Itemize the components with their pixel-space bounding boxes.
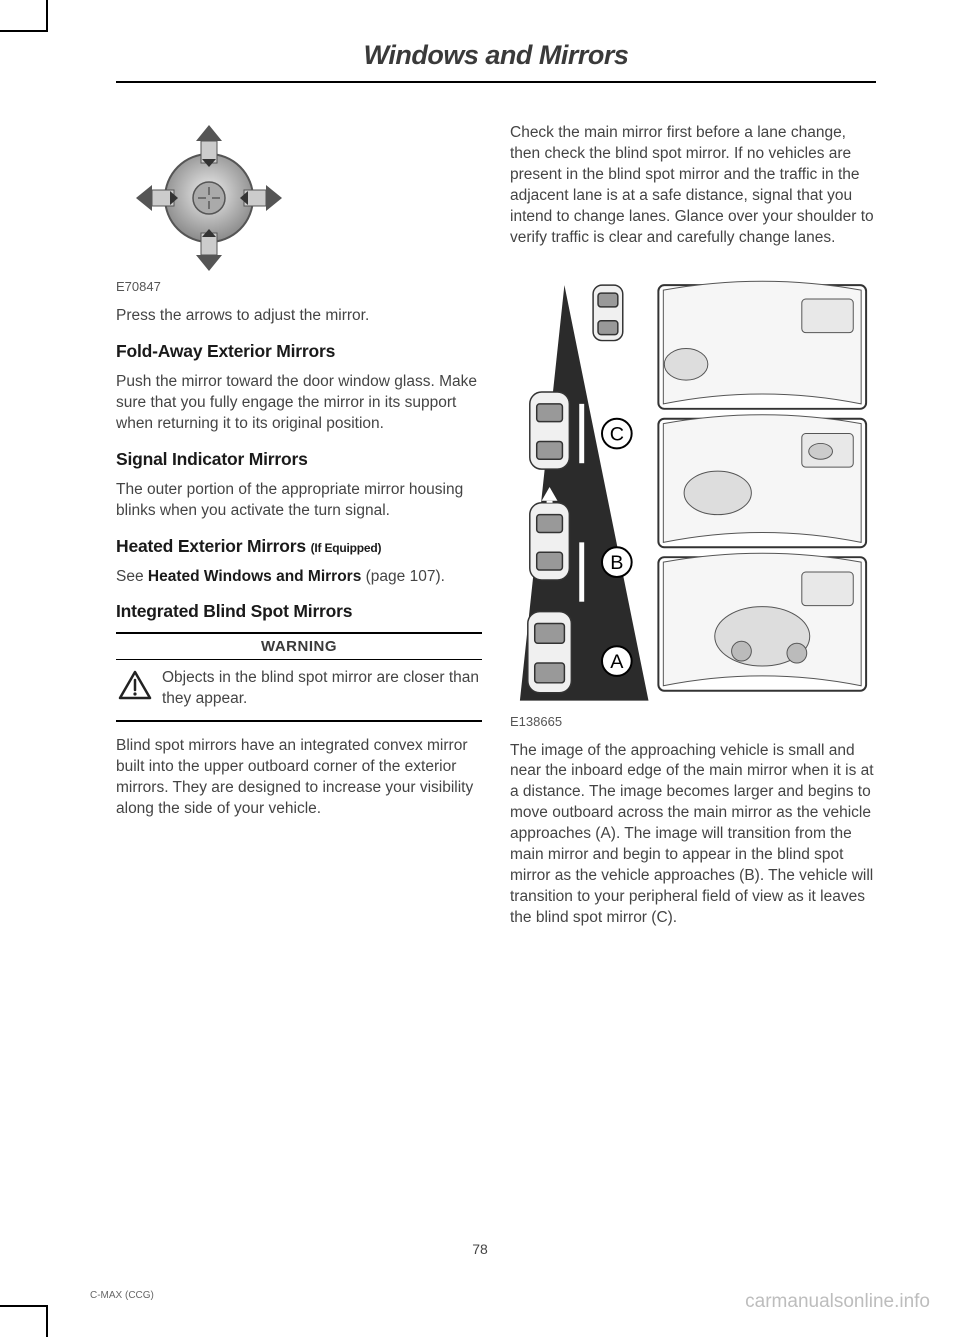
footer-model-code: C-MAX (CCG): [90, 1290, 154, 1301]
signal-body: The outer portion of the appropriate mir…: [116, 480, 482, 522]
heated-heading-sub: (If Equipped): [311, 541, 382, 555]
right-column: Check the main mirror first before a lan…: [510, 123, 876, 943]
left-column: E70847 Press the arrows to adjust the mi…: [116, 123, 482, 943]
right-intro: Check the main mirror first before a lan…: [510, 123, 876, 249]
heated-heading-main: Heated Exterior Mirrors: [116, 536, 306, 556]
right-after-fig: The image of the approaching vehicle is …: [510, 741, 876, 929]
warning-triangle-icon: [118, 670, 152, 700]
figure-lane-code: E138665: [510, 714, 876, 729]
figure-lane: C B A: [510, 263, 876, 708]
warning-box: WARNING Objects in the blind spot mirror…: [116, 632, 482, 722]
page-content: Windows and Mirrors: [0, 0, 960, 1337]
lane-label-c: C: [610, 423, 624, 445]
page-number: 78: [0, 1241, 960, 1257]
figure-joystick: [116, 123, 482, 273]
lane-label-a: A: [610, 651, 624, 673]
blindspot-heading: Integrated Blind Spot Mirrors: [116, 601, 482, 622]
warning-body: Objects in the blind spot mirror are clo…: [116, 660, 482, 722]
heated-body: See Heated Windows and Mirrors (page 107…: [116, 567, 482, 588]
lane-label-b: B: [610, 552, 623, 574]
press-arrows-text: Press the arrows to adjust the mirror.: [116, 306, 482, 327]
chapter-title: Windows and Mirrors: [116, 40, 876, 83]
heated-body-post: (page 107).: [361, 568, 445, 585]
mirror-inset-b: [658, 414, 866, 547]
fold-away-body: Push the mirror toward the door window g…: [116, 372, 482, 435]
fold-away-heading: Fold-Away Exterior Mirrors: [116, 341, 482, 362]
joystick-icon: [134, 123, 284, 273]
heated-heading: Heated Exterior Mirrors (If Equipped): [116, 536, 482, 557]
mirror-inset-c: [658, 281, 866, 409]
watermark-text: carmanualsonline.info: [745, 1291, 930, 1313]
warning-text: Objects in the blind spot mirror are clo…: [162, 668, 480, 710]
mirror-inset-a: [658, 553, 866, 690]
lane-diagram-icon: C B A: [510, 263, 876, 703]
blindspot-body: Blind spot mirrors have an integrated co…: [116, 736, 482, 820]
signal-heading: Signal Indicator Mirrors: [116, 449, 482, 470]
heated-body-pre: See: [116, 568, 148, 585]
heated-body-ref: Heated Windows and Mirrors: [148, 568, 361, 585]
two-column-layout: E70847 Press the arrows to adjust the mi…: [116, 123, 876, 943]
warning-title: WARNING: [116, 632, 482, 660]
figure-joystick-code: E70847: [116, 279, 482, 294]
